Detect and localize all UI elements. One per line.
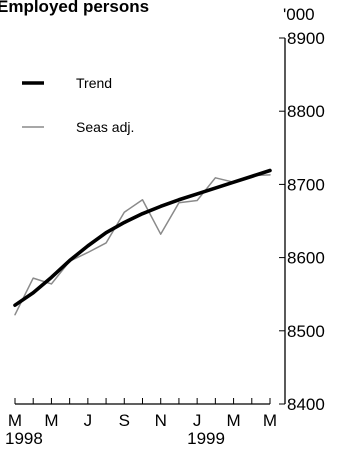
x-year-label: 1999 [187,429,225,448]
series-line-trend [13,168,272,307]
legend: Trend Seas adj. [22,75,134,135]
y-unit-label: '000 [283,5,315,24]
x-year-label: 1998 [5,429,43,448]
x-tick-label: N [155,411,167,430]
x-tick-label: J [84,411,93,430]
x-tick-label: M [263,411,277,430]
y-tick-label: 8800 [287,102,325,121]
x-tick-label: S [119,411,130,430]
y-tick-label: 8700 [287,175,325,194]
series-line-seas-adj [14,174,271,316]
y-tick-label: 8400 [287,395,325,414]
legend-label-trend: Trend [76,75,112,91]
y-tick-label: 8900 [287,29,325,48]
y-tick-label: 8600 [287,249,325,268]
x-tick-label: M [8,411,22,430]
legend-label-seas-adj: Seas adj. [76,119,134,135]
x-tick-label: M [226,411,240,430]
x-tick-label: J [193,411,202,430]
chart-title: Employed persons [0,0,149,16]
y-tick-label: 8500 [287,322,325,341]
series-layer [13,168,272,316]
x-tick-label: M [44,411,58,430]
